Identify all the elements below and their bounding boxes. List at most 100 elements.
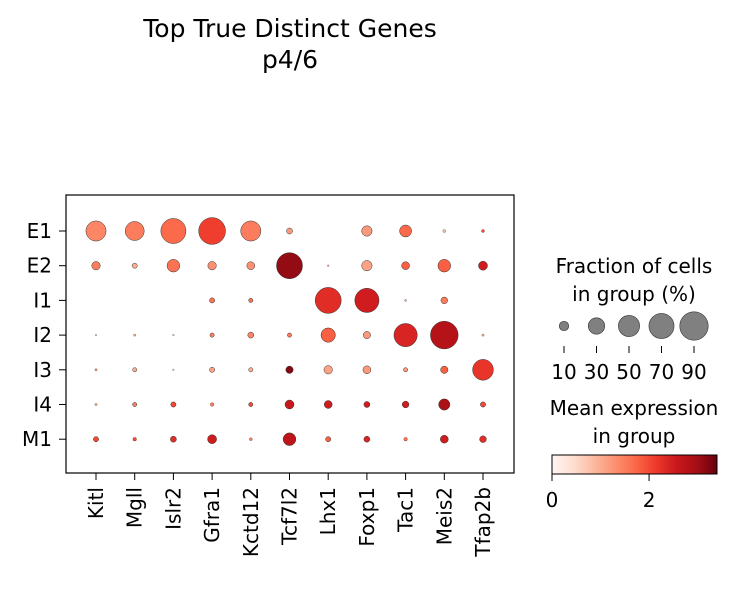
dot-I2-Tcf7l2 [287,332,292,338]
dot-M1-Tcf7l2 [282,432,297,446]
x-tick-label: Mgll [123,487,147,528]
size-legend-dot-30 [587,317,606,335]
dot-M1-Tfap2b [479,435,487,443]
dot-I4-Islr2 [170,401,177,408]
size-legend-label: 90 [681,360,706,384]
dot-E2-Foxp1 [361,260,373,272]
dot-I4-Tfap2b [480,401,486,408]
dot-E2-Gfra1 [207,261,217,271]
dot-I3-Kitl [94,368,98,372]
dot-M1-Kitl [93,436,99,443]
dot-I2-Islr2 [172,334,175,337]
size-legend-dot-70 [648,313,675,339]
x-tick-label: Kitl [84,487,108,519]
dot-I2-Gfra1 [209,332,215,338]
dot-E2-Lhx1 [327,264,330,267]
color-legend-title-line2: in group [593,424,676,448]
dot-I4-Foxp1 [363,401,371,408]
dot-E2-Meis2 [437,259,451,273]
x-tick-label: Meis2 [432,487,456,545]
y-axis-ticks: E1 E2 I1 I2 I3 I4 M1 [22,219,66,451]
dot-I1-Lhx1 [314,287,342,314]
dot-E1-Mgll [124,221,145,241]
dot-I2-Lhx1 [320,327,336,343]
dot-E1-Gfra1 [198,217,226,245]
dot-I2-Kitl [95,334,97,337]
x-tick-label: Gfra1 [200,487,224,543]
dot-E1-Tfap2b [481,229,485,233]
x-tick-label: Tcf7l2 [278,487,302,546]
dot-I3-Kctd12 [248,367,254,373]
size-legend-label: 30 [584,360,609,384]
dot-I2-Tac1 [393,323,418,347]
dot-E2-Tac1 [401,261,410,270]
dot-E1-Meis2 [442,229,446,233]
x-tick-label: Tac1 [394,487,418,533]
y-tick-label: I3 [33,358,52,382]
colorbar-tick-label: 0 [546,488,559,512]
dot-E2-Kitl [91,261,101,271]
dot-E1-Islr2 [160,218,187,244]
dot-M1-Tac1 [403,437,408,442]
size-legend-dot-10 [558,320,570,332]
x-tick-label: Foxp1 [355,487,379,547]
colorbar-tick-label: 2 [643,488,656,512]
dot-I4-Kctd12 [248,402,254,407]
dot-I1-Foxp1 [354,288,380,313]
dot-I3-Tfap2b [472,359,494,381]
y-tick-label: I4 [33,393,52,417]
dot-I4-Mgll [132,402,138,407]
dot-I3-Tac1 [403,367,408,373]
y-tick-label: E1 [27,219,52,243]
size-legend-label: 50 [616,360,641,384]
size-legend: 10 30 50 70 90 [551,311,709,384]
dot-I3-Mgll [132,367,138,373]
color-legend-title-line1: Mean expression [550,396,719,420]
y-tick-label: I2 [33,323,52,347]
size-legend-title-line2: in group (%) [572,282,696,306]
dot-I4-Tcf7l2 [284,399,295,410]
dot-I4-Kitl [94,403,98,406]
dot-I4-Tac1 [402,400,410,409]
dots-layer [85,217,494,446]
dot-M1-Lhx1 [325,436,332,443]
dot-I2-Meis2 [430,321,459,350]
dot-I4-Lhx1 [323,400,333,409]
size-legend-dot-50 [618,315,640,337]
dot-M1-Kctd12 [249,437,253,441]
dot-E1-Tac1 [399,224,412,238]
dot-E1-Kitl [85,220,107,242]
dot-M1-Meis2 [440,434,449,444]
dot-I3-Tcf7l2 [285,365,294,374]
chart-title: Top True Distinct Genes [142,14,437,43]
dot-M1-Mgll [132,437,137,442]
size-legend-dot-90 [679,311,709,341]
dot-I2-Foxp1 [362,331,371,340]
dot-E1-Kctd12 [240,220,262,242]
dot-I3-Lhx1 [323,365,333,375]
dot-E2-Tfap2b [478,260,488,271]
x-tick-label: Kctd12 [239,487,263,557]
y-tick-label: E2 [27,254,52,278]
dot-E2-Mgll [131,262,138,269]
colorbar [551,454,718,475]
chart-subtitle: p4/6 [262,45,318,74]
dot-E1-Foxp1 [361,225,373,237]
dot-M1-Islr2 [170,435,177,443]
dot-E2-Islr2 [166,259,181,273]
size-legend-label: 70 [649,360,674,384]
dot-I3-Meis2 [440,365,449,374]
dot-M1-Gfra1 [207,434,217,444]
y-tick-label: M1 [22,427,52,451]
dot-I2-Kctd12 [247,331,255,339]
y-tick-label: I1 [33,288,52,312]
x-tick-label: Lhx1 [316,487,340,535]
x-axis-ticks: Kitl Mgll Islr2 Gfra1 Kctd12 Tcf7l2 Lhx1 Foxp1 T… [84,473,495,558]
size-legend-title-line1: Fraction of cells [556,254,713,278]
dot-I2-Tfap2b [481,333,485,337]
x-tick-label: Islr2 [161,487,185,530]
dot-I2-Mgll [133,333,137,337]
x-tick-label: Tfap2b [471,487,495,558]
